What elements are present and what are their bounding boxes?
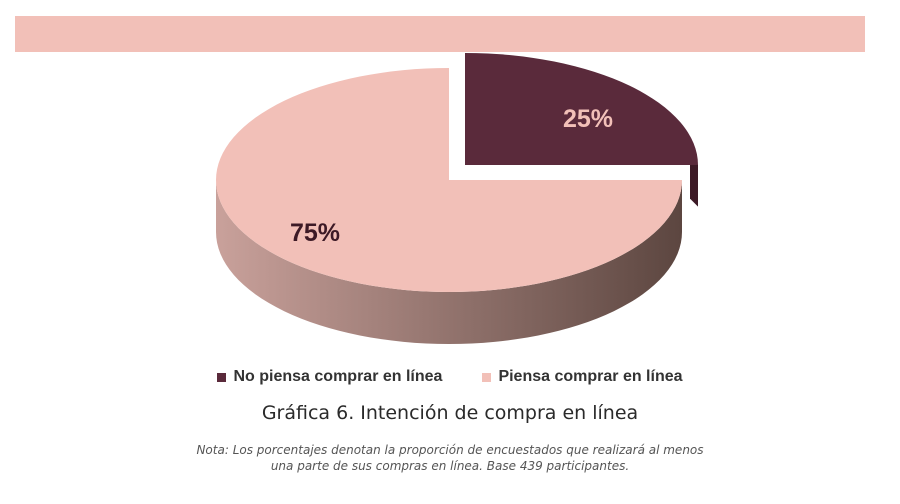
legend-item-no-piensa: No piensa comprar en línea bbox=[217, 368, 442, 386]
legend-label-no-piensa: No piensa comprar en línea bbox=[233, 368, 443, 385]
chart-caption: Gráfica 6. Intención de compra en línea bbox=[261, 402, 639, 424]
pie-slice-piensa bbox=[216, 68, 682, 292]
pie-chart: 25% 75% bbox=[216, 53, 698, 344]
data-label-no-piensa: 25% bbox=[563, 105, 613, 133]
pie-slice-no-piensa bbox=[465, 53, 698, 165]
pie-side-no-piensa bbox=[690, 165, 698, 207]
header-band bbox=[15, 16, 865, 52]
data-label-piensa: 75% bbox=[290, 219, 340, 247]
legend-item-piensa: Piensa comprar en línea bbox=[482, 368, 683, 386]
legend-swatch-piensa bbox=[482, 372, 492, 382]
chart-legend: No piensa comprar en línea Piensa compra… bbox=[0, 368, 900, 386]
legend-label-piensa: Piensa comprar en línea bbox=[498, 368, 683, 385]
pie-side-piensa bbox=[216, 180, 682, 344]
chart-note: Nota: Los porcentajes denotan la proporc… bbox=[150, 442, 750, 474]
note-line-1: Nota: Los porcentajes denotan la proporc… bbox=[196, 443, 704, 457]
note-line-2: una parte de sus compras en línea. Base … bbox=[270, 459, 630, 473]
legend-swatch-no-piensa bbox=[217, 372, 227, 382]
